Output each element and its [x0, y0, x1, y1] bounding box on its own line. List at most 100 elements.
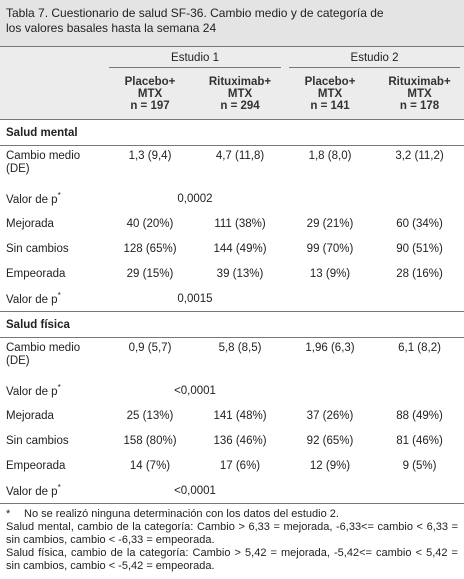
column-head-line: n = 197: [130, 100, 170, 112]
data-row: Valor de p* <0,0001: [0, 478, 464, 504]
column-head-line: n = 141: [310, 100, 350, 112]
blank-cell: [285, 186, 375, 211]
blank-cell: [285, 378, 375, 403]
value-cell: 29 (15%): [126, 267, 174, 280]
row-label-line: (DE): [6, 355, 30, 367]
row-label-sup: *: [57, 291, 61, 301]
row-label-text: Empeorada: [6, 267, 66, 280]
row-label: Cambio medio (DE): [0, 146, 105, 187]
value-cell: 4,7 (11,8): [215, 150, 265, 162]
value-cell: 5,8 (8,5): [218, 342, 262, 354]
column-head: Rituximab+ MTX n = 294: [195, 69, 286, 120]
value-cell: 0,9 (5,7): [128, 342, 172, 354]
p-value: 0,0015: [105, 286, 286, 312]
blank-cell: [285, 478, 376, 504]
value-cell: 12 (9%): [309, 459, 351, 472]
blank-cell: [285, 286, 376, 312]
blank-cell: [375, 186, 464, 211]
row-label-line: (DE): [6, 163, 30, 175]
data-row: Valor de p* 0,0002: [0, 186, 464, 211]
row-label: Sin cambios: [0, 236, 105, 261]
footnote-text: Salud física, cambio de la categoría: Ca…: [6, 547, 458, 572]
section-row: Salud mental: [0, 119, 464, 146]
blank-cell: [375, 286, 464, 312]
data-row: Sin cambios 158 (80%) 136 (46%) 92 (65%) 81 …: [0, 428, 464, 453]
footnote: Salud física, cambio de la categoría: Ca…: [6, 547, 458, 573]
p-value: <0,0001: [174, 384, 216, 397]
column-head-line: MTX: [407, 88, 432, 100]
value-cell: 6,1 (8,2): [398, 342, 441, 354]
title-line: los valores basales hasta la semana 24: [6, 21, 217, 35]
column-head: Placebo+ MTX n = 141: [285, 69, 376, 120]
value-cell: 90 (51%): [396, 242, 443, 255]
row-label-text: Sin cambios: [6, 242, 69, 255]
value-cell: 136 (46%): [213, 434, 267, 447]
row-label: Empeorada: [0, 261, 105, 286]
section-title: Salud física: [0, 311, 464, 338]
value-cell: 37 (26%): [306, 409, 354, 422]
value-cell: 28 (16%): [396, 267, 443, 280]
data-row: Cambio medio (DE) 0,9 (5,7) 5,8 (8,5) 1,96 (…: [0, 338, 464, 379]
footnote-text: No se realizó ninguna determinación con …: [24, 508, 339, 520]
row-label: Mejorada: [0, 403, 105, 428]
row-label-text: Mejorada: [6, 217, 54, 230]
value-cell: 29 (21%): [306, 217, 354, 230]
column-head-line: Placebo+: [304, 76, 356, 88]
column-head-line: MTX: [317, 88, 343, 100]
value-cell: 128 (65%): [123, 242, 177, 255]
data-row: Valor de p* 0,0015: [0, 286, 464, 312]
footnote-text: Salud mental, cambio de la categoría: Ca…: [6, 521, 458, 546]
value-cell: 14 (7%): [129, 459, 171, 472]
study-row: Estudio 1 Estudio 2: [0, 47, 464, 69]
row-label: Valor de p*: [0, 478, 105, 504]
value-cell: 1,8 (8,0): [308, 150, 352, 162]
row-label-text: Valor de p: [6, 385, 58, 398]
value-cell: 17 (6%): [219, 459, 261, 472]
row-label-text: Empeorada: [6, 459, 66, 472]
row-label: Sin cambios: [0, 428, 105, 453]
row-label-text: Valor de p: [6, 193, 58, 206]
column-head-line: Placebo+: [124, 76, 176, 88]
blank-cell: [0, 47, 105, 69]
table-title: Tabla 7. Cuestionario de salud SF-36. Ca…: [0, 0, 464, 47]
value-cell: 88 (49%): [396, 409, 443, 422]
data-row: Sin cambios 128 (65%) 144 (49%) 99 (70%) 90 …: [0, 236, 464, 261]
row-label-line: Cambio medio: [6, 150, 81, 162]
value-cell: 13 (9%): [309, 267, 351, 280]
column-head: Placebo+ MTX n = 197: [105, 69, 195, 120]
row-label: Cambio medio (DE): [0, 338, 105, 379]
footnote: Salud mental, cambio de la categoría: Ca…: [6, 521, 458, 547]
row-label-sup: *: [57, 191, 61, 201]
row-label-text: Valor de p: [6, 293, 58, 306]
study-cell: Estudio 1: [105, 47, 285, 69]
section-title: Salud mental: [0, 119, 464, 146]
study-label: Estudio 1: [109, 49, 282, 68]
value-cell: 25 (13%): [126, 409, 174, 422]
value-cell: 99 (70%): [306, 242, 354, 255]
blank-cell: [375, 478, 464, 504]
data-row: Mejorada 40 (20%) 111 (38%) 29 (21%) 60 (34%…: [0, 211, 464, 236]
column-head: Rituximab+ MTX n = 178: [375, 69, 464, 120]
row-label-sup: *: [57, 483, 61, 493]
column-head-line: MTX: [227, 88, 253, 100]
value-cell: 9 (5%): [402, 459, 437, 472]
value-cell: 39 (13%): [216, 267, 264, 280]
column-head-line: MTX: [137, 88, 163, 100]
footnote: * No se realizó ninguna determinación con…: [6, 508, 458, 521]
column-head-line: n = 178: [399, 100, 440, 112]
section-row: Salud física: [0, 311, 464, 338]
p-value: 0,0002: [177, 192, 213, 205]
row-label: Valor de p*: [0, 378, 105, 403]
value-cell: 92 (65%): [306, 434, 354, 447]
value-cell: 40 (20%): [126, 217, 174, 230]
value-cell: 144 (49%): [213, 242, 267, 255]
study-cell: Estudio 2: [285, 47, 464, 69]
study-label: Estudio 2: [289, 49, 461, 68]
column-head-line: n = 294: [220, 100, 260, 112]
column-head-line: Rituximab+: [208, 76, 272, 88]
footnote-marker: *: [6, 508, 11, 520]
value-cell: 111 (38%): [214, 217, 266, 230]
data-row: Empeorada 29 (15%) 39 (13%) 13 (9%) 28 (16%): [0, 261, 464, 286]
data-row: Empeorada 14 (7%) 17 (6%) 12 (9%) 9 (5%): [0, 453, 464, 478]
